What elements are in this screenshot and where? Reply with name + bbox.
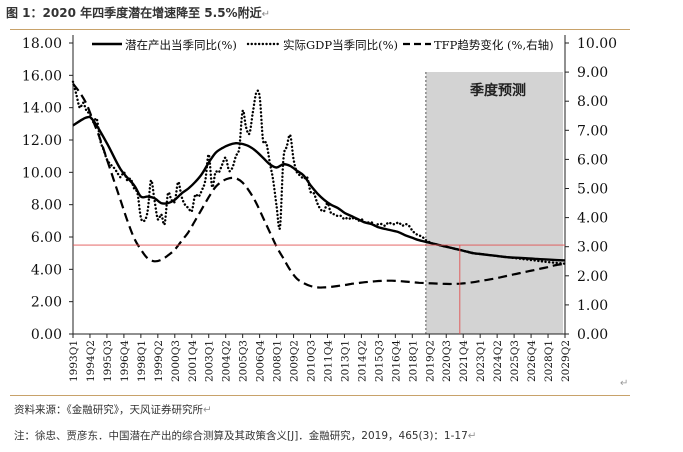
right-tick-label: 10.00 — [577, 36, 617, 52]
legend-label: 潜在产出当季同比(%) — [125, 38, 237, 52]
right-tick-label: 2.00 — [577, 269, 608, 285]
left-tick-label: 10.00 — [22, 165, 62, 181]
x-tick-label: 2001Q4 — [187, 340, 199, 382]
figure-title: 图 1：2020 年四季度潜在增速降至 5.5%附近↵ — [6, 6, 270, 20]
left-tick-label: 6.00 — [31, 230, 62, 246]
x-tick-label: 2019Q2 — [424, 340, 436, 382]
reference-note: 注：徐忠、贾彦东．中国潜在产出的综合测算及其政策含义[J]．金融研究，2019，… — [14, 430, 477, 442]
x-tick-label: 2024Q2 — [492, 340, 504, 382]
x-tick-label: 2028Q1 — [543, 340, 555, 382]
right-tick-label: 4.00 — [577, 211, 608, 227]
x-tick-label: 2025Q3 — [509, 340, 521, 382]
left-tick-label: 18.00 — [22, 36, 62, 52]
x-tick-label: 2011Q4 — [322, 340, 334, 382]
chart: 季度预测 0.00 2.00 4.00 6.00 8.00 10.00 12.00 14.00… — [22, 35, 617, 382]
left-tick-label: 2.00 — [31, 295, 62, 311]
source-note: 资料来源：《金融研究》，天风证券研究所↵ — [14, 404, 212, 416]
chart-paragraph-mark: ↵ — [620, 378, 629, 389]
left-tick-label: 0.00 — [31, 327, 62, 343]
right-tick-label: 6.00 — [577, 152, 608, 168]
left-tick-label: 12.00 — [22, 133, 62, 149]
x-tick-label: 1995Q3 — [102, 340, 114, 382]
legend-label: 实际GDP当季同比(%) — [283, 38, 398, 52]
x-tick-label: 2006Q4 — [255, 340, 267, 382]
x-tick-label: 2015Q3 — [373, 340, 385, 382]
x-tick-label: 2021Q4 — [458, 340, 470, 382]
x-tick-label: 2003Q1 — [204, 340, 216, 382]
x-tick-label: 1999Q2 — [153, 340, 165, 382]
x-tick-label: 2029Q2 — [560, 340, 572, 382]
x-tick-label: 2016Q4 — [390, 340, 402, 382]
x-tick-label: 1994Q2 — [85, 340, 97, 382]
x-tick-label: 2009Q2 — [289, 340, 301, 382]
series-real-gdp — [71, 80, 567, 265]
right-tick-label: 9.00 — [577, 65, 608, 81]
x-tick-label: 2020Q3 — [441, 340, 453, 382]
left-tick-label: 4.00 — [31, 262, 62, 278]
right-tick-label: 5.00 — [577, 182, 608, 198]
chart-bottom-rule — [10, 395, 630, 396]
right-tick-label: 8.00 — [577, 94, 608, 110]
forecast-label: 季度预测 — [469, 82, 526, 99]
x-tick-label: 2000Q3 — [170, 340, 182, 382]
x-tick-label: 1996Q4 — [119, 340, 131, 382]
forecast-region — [425, 72, 563, 334]
right-tick-label: 3.00 — [577, 240, 608, 256]
x-tick-label: 2013Q1 — [339, 340, 351, 382]
x-tick-label: 2005Q3 — [238, 340, 250, 382]
left-tick-label: 16.00 — [22, 68, 62, 84]
x-tick-label: 2014Q2 — [356, 340, 368, 382]
x-tick-label: 2004Q2 — [221, 340, 233, 382]
x-tick-label: 2026Q4 — [526, 340, 538, 382]
x-tick-label: 1998Q1 — [136, 340, 148, 382]
x-tick-label: 1993Q1 — [68, 340, 80, 382]
right-tick-label: 7.00 — [577, 123, 608, 139]
title-rule — [10, 29, 630, 30]
right-tick-label: 0.00 — [577, 327, 608, 343]
x-tick-label: 2023Q1 — [475, 340, 487, 382]
left-tick-label: 8.00 — [31, 198, 62, 214]
legend-label: TFP趋势变化 (%,右轴) — [434, 38, 554, 52]
x-tick-label: 2018Q1 — [407, 340, 419, 382]
right-tick-label: 1.00 — [577, 298, 608, 314]
left-tick-label: 14.00 — [22, 101, 62, 117]
x-tick-label: 2008Q1 — [272, 340, 284, 382]
paragraph-mark: ↵ — [261, 9, 270, 20]
series-tfp-trend — [72, 83, 566, 289]
x-tick-label: 2010Q3 — [306, 340, 318, 382]
